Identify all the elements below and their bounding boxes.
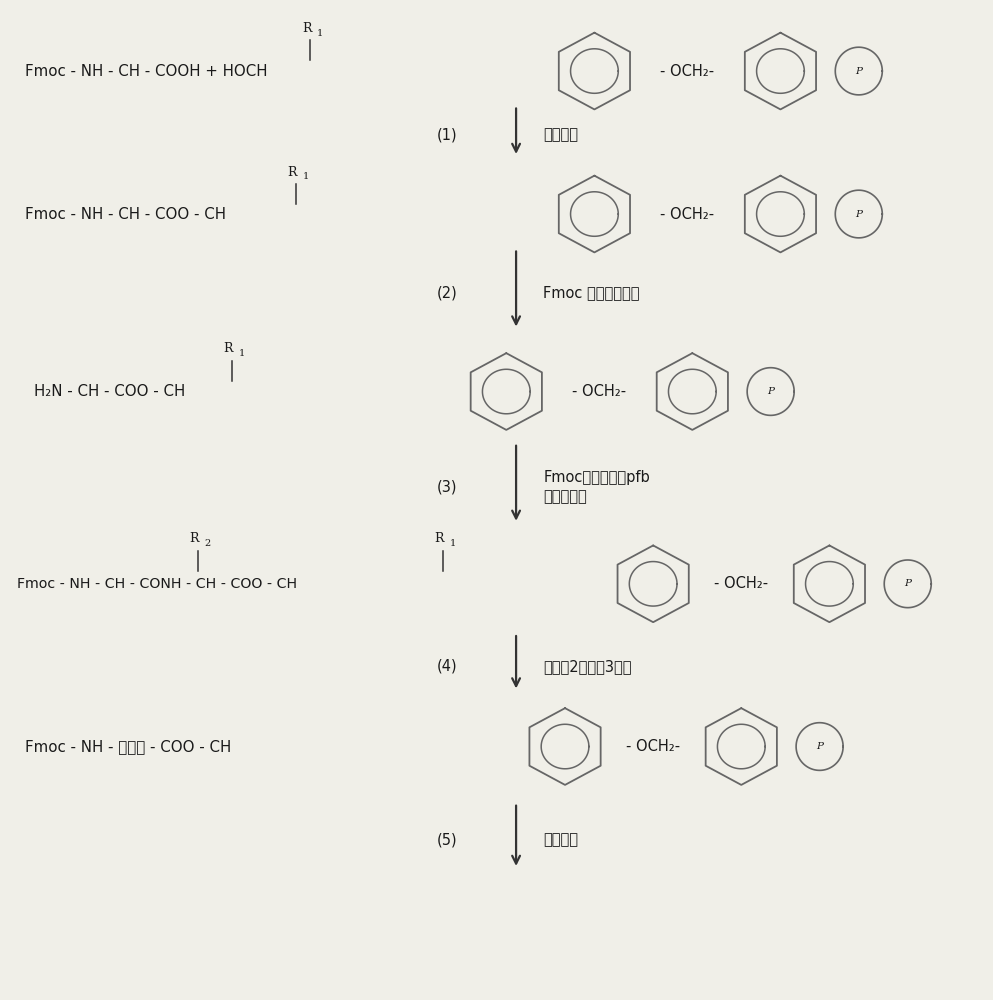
Text: (5): (5) xyxy=(437,832,458,847)
Text: R: R xyxy=(287,166,297,179)
Text: P: P xyxy=(816,742,823,751)
Text: P: P xyxy=(855,67,862,76)
Text: R: R xyxy=(223,342,233,355)
Text: 1: 1 xyxy=(238,349,245,358)
Text: Fmoc - NH - CH - CONH - CH - COO - CH: Fmoc - NH - CH - CONH - CH - COO - CH xyxy=(17,577,297,591)
Text: (1): (1) xyxy=(437,128,458,143)
Text: Fmoc - NH - CH - COO - CH: Fmoc - NH - CH - COO - CH xyxy=(25,207,225,222)
Text: P: P xyxy=(905,579,912,588)
Text: R: R xyxy=(190,532,199,545)
Text: 1: 1 xyxy=(303,172,309,181)
Text: - OCH₂-: - OCH₂- xyxy=(660,64,715,79)
Text: P: P xyxy=(768,387,775,396)
Text: R: R xyxy=(302,22,311,35)
Text: (2): (2) xyxy=(437,285,458,300)
Text: - OCH₂-: - OCH₂- xyxy=(714,576,769,591)
Text: 脱保护基: 脱保护基 xyxy=(543,832,579,847)
Text: 重复（2）～（3）步: 重复（2）～（3）步 xyxy=(543,659,632,674)
Text: 1: 1 xyxy=(317,29,324,38)
Text: - OCH₂-: - OCH₂- xyxy=(627,739,680,754)
Text: P: P xyxy=(855,210,862,219)
Text: Fmoc－氨基酸－pfb
耦联、洗涤: Fmoc－氨基酸－pfb 耦联、洗涤 xyxy=(543,470,650,505)
Text: 1: 1 xyxy=(449,539,456,548)
Text: (4): (4) xyxy=(437,659,458,674)
Text: 2: 2 xyxy=(205,539,211,548)
Text: - OCH₂-: - OCH₂- xyxy=(572,384,627,399)
Text: Fmoc - NH - CH - COOH + HOCH: Fmoc - NH - CH - COOH + HOCH xyxy=(25,64,267,79)
Text: - OCH₂-: - OCH₂- xyxy=(660,207,715,222)
Text: Fmoc - NH - （肽） - COO - CH: Fmoc - NH - （肽） - COO - CH xyxy=(25,739,230,754)
Text: Fmoc 的脱除、洗涤: Fmoc 的脱除、洗涤 xyxy=(543,285,640,300)
Text: (3): (3) xyxy=(437,480,458,495)
Text: R: R xyxy=(434,532,444,545)
Text: 挂上树脂: 挂上树脂 xyxy=(543,128,579,143)
Text: H₂N - CH - COO - CH: H₂N - CH - COO - CH xyxy=(35,384,186,399)
